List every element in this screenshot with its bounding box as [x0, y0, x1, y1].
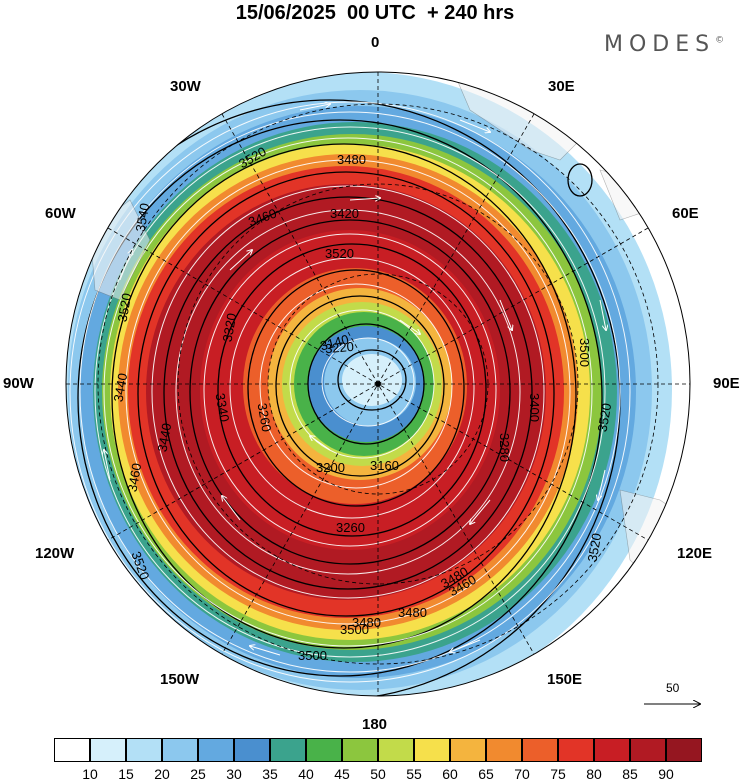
lon-label-0: 0 [371, 34, 380, 51]
colorbar-swatch [162, 738, 198, 762]
colorbar-tick-label: 30 [226, 766, 242, 782]
colorbar-tick-label: 50 [370, 766, 386, 782]
wind-band-inner-15 [342, 354, 402, 406]
colorbar-tick-label: 35 [262, 766, 278, 782]
colorbar-tick-label: 10 [82, 766, 98, 782]
colorbar-tick-label: 85 [622, 766, 638, 782]
lon-label-30e: 30E [548, 78, 575, 95]
colorbar-tick-label: 45 [334, 766, 350, 782]
lon-label-60w: 60W [45, 205, 76, 222]
lon-label-150e: 150E [547, 671, 583, 688]
colorbar-swatch [486, 738, 522, 762]
lon-label-120w: 120W [35, 545, 75, 562]
modes-logo: MODES© [604, 32, 725, 57]
colorbar-swatch [450, 738, 486, 762]
chart-title: 15/06/2025 00 UTC + 240 hrs [235, 2, 515, 24]
contour-label: 3400 [526, 393, 542, 422]
colorbar-tick-label: 65 [478, 766, 494, 782]
colorbar-swatch [306, 738, 342, 762]
colorbar-tick-label: 40 [298, 766, 314, 782]
colorbar-swatch [126, 738, 162, 762]
colorbar-swatch [270, 738, 306, 762]
contour-label: 3500 [340, 622, 369, 637]
contour-label: 3520 [325, 246, 354, 261]
pole-marker [375, 381, 381, 387]
lon-label-180: 180 [362, 716, 388, 733]
contour-label: 3420 [330, 206, 359, 221]
colorbar-tick-label: 15 [118, 766, 134, 782]
reference-vector-label: 50 [666, 681, 680, 695]
contour-label: 3480 [398, 605, 427, 620]
contour-label: 3500 [298, 648, 327, 663]
lon-label-150w: 150W [160, 671, 200, 688]
colorbar-swatch [90, 738, 126, 762]
colorbar-swatch [594, 738, 630, 762]
polar-map [65, 71, 691, 697]
colorbar-swatch [234, 738, 270, 762]
lon-label-60e: 60E [672, 205, 699, 222]
colorbar-swatch [630, 738, 666, 762]
reference-vector-arrow [644, 696, 706, 712]
colorbar-tick-label: 90 [658, 766, 674, 782]
lon-label-120e: 120E [677, 545, 713, 562]
contour-label: 3500 [576, 338, 592, 367]
map-border [65, 71, 691, 697]
contour-label: 3200 [316, 460, 345, 475]
colorbar-tick-label: 75 [550, 766, 566, 782]
lon-label-90w: 90W [3, 375, 34, 392]
colorbar-swatch [342, 738, 378, 762]
colorbar-swatch [558, 738, 594, 762]
colorbar-tick-label: 60 [442, 766, 458, 782]
colorbar-swatch [378, 738, 414, 762]
colorbar-tick-label: 70 [514, 766, 530, 782]
colorbar-swatch [522, 738, 558, 762]
colorbar-tick-label: 80 [586, 766, 602, 782]
contour-label: 3280 [496, 433, 512, 462]
colorbar-tick-label: 20 [154, 766, 170, 782]
wind-streamlines [69, 101, 631, 683]
contour-label: 3480 [337, 152, 366, 167]
lon-label-30w: 30W [170, 78, 201, 95]
colorbar-swatch [54, 738, 90, 762]
wind-arrows [104, 104, 606, 656]
colorbar-swatch [198, 738, 234, 762]
contour-label: 3160 [370, 458, 399, 473]
contour-label: 3480 [352, 615, 381, 630]
lon-label-90e: 90E [713, 375, 740, 392]
colorbar-swatch [666, 738, 702, 762]
contour-label: 3260 [336, 520, 365, 535]
colorbar-swatch [414, 738, 450, 762]
colorbar-tick-label: 25 [190, 766, 206, 782]
colorbar-tick-label: 55 [406, 766, 422, 782]
